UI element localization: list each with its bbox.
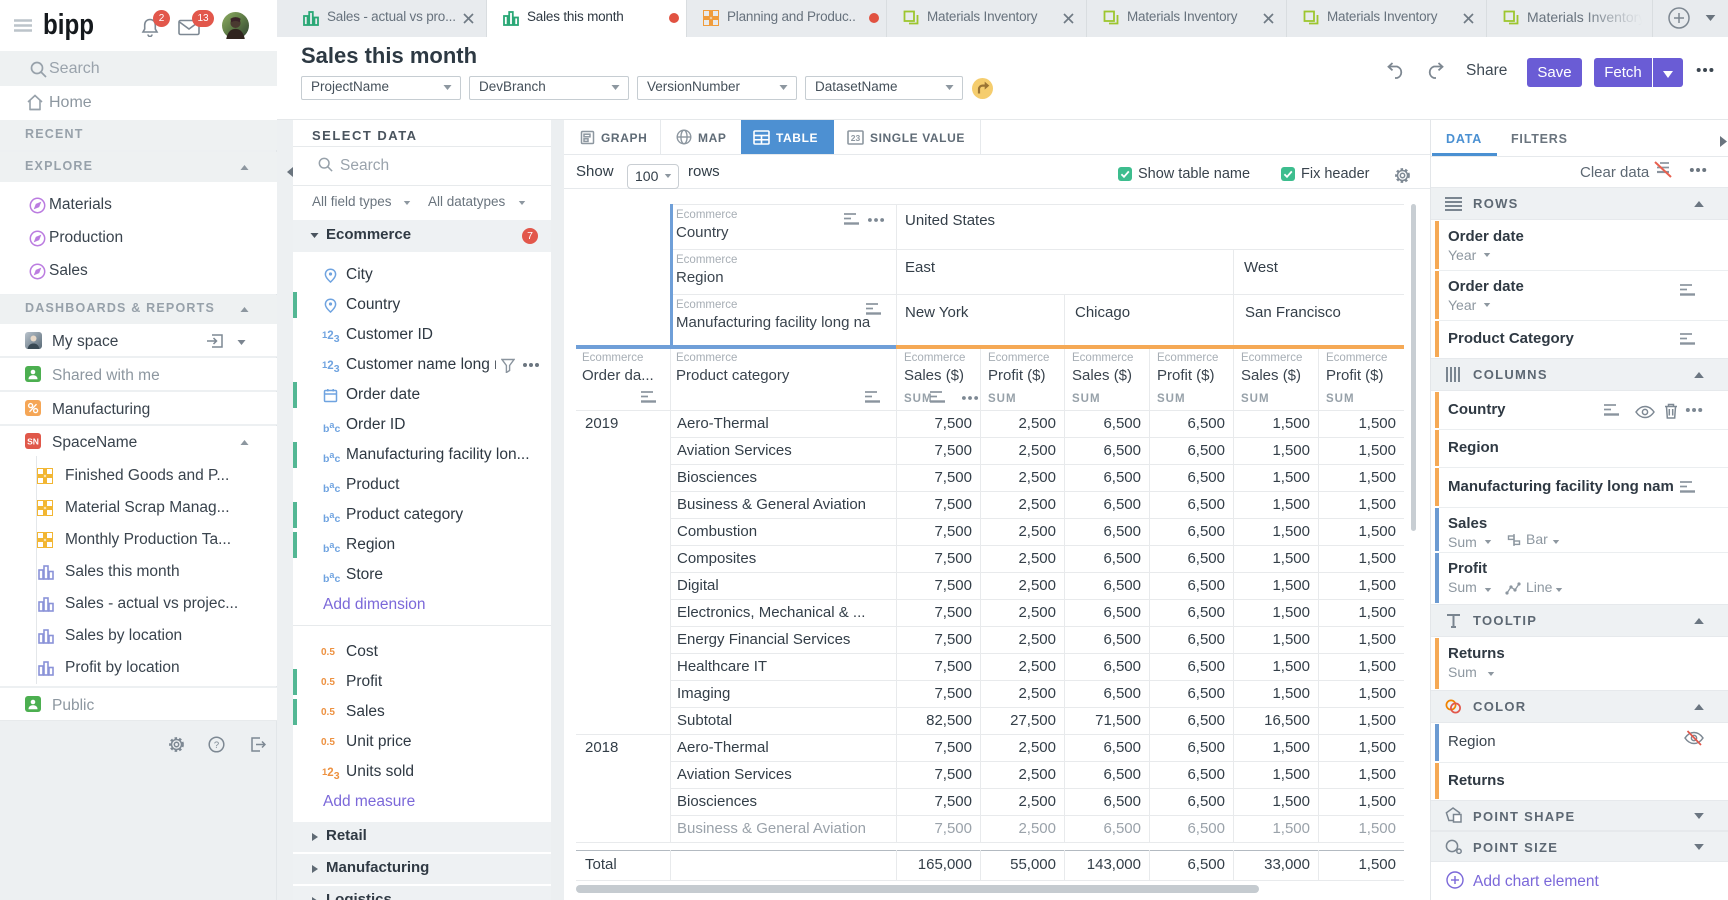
svg-text:bipp: bipp [43,9,94,41]
svg-text:SN: SN [27,437,39,447]
svg-text:?: ? [214,740,219,751]
svg-text:23: 23 [851,133,861,143]
